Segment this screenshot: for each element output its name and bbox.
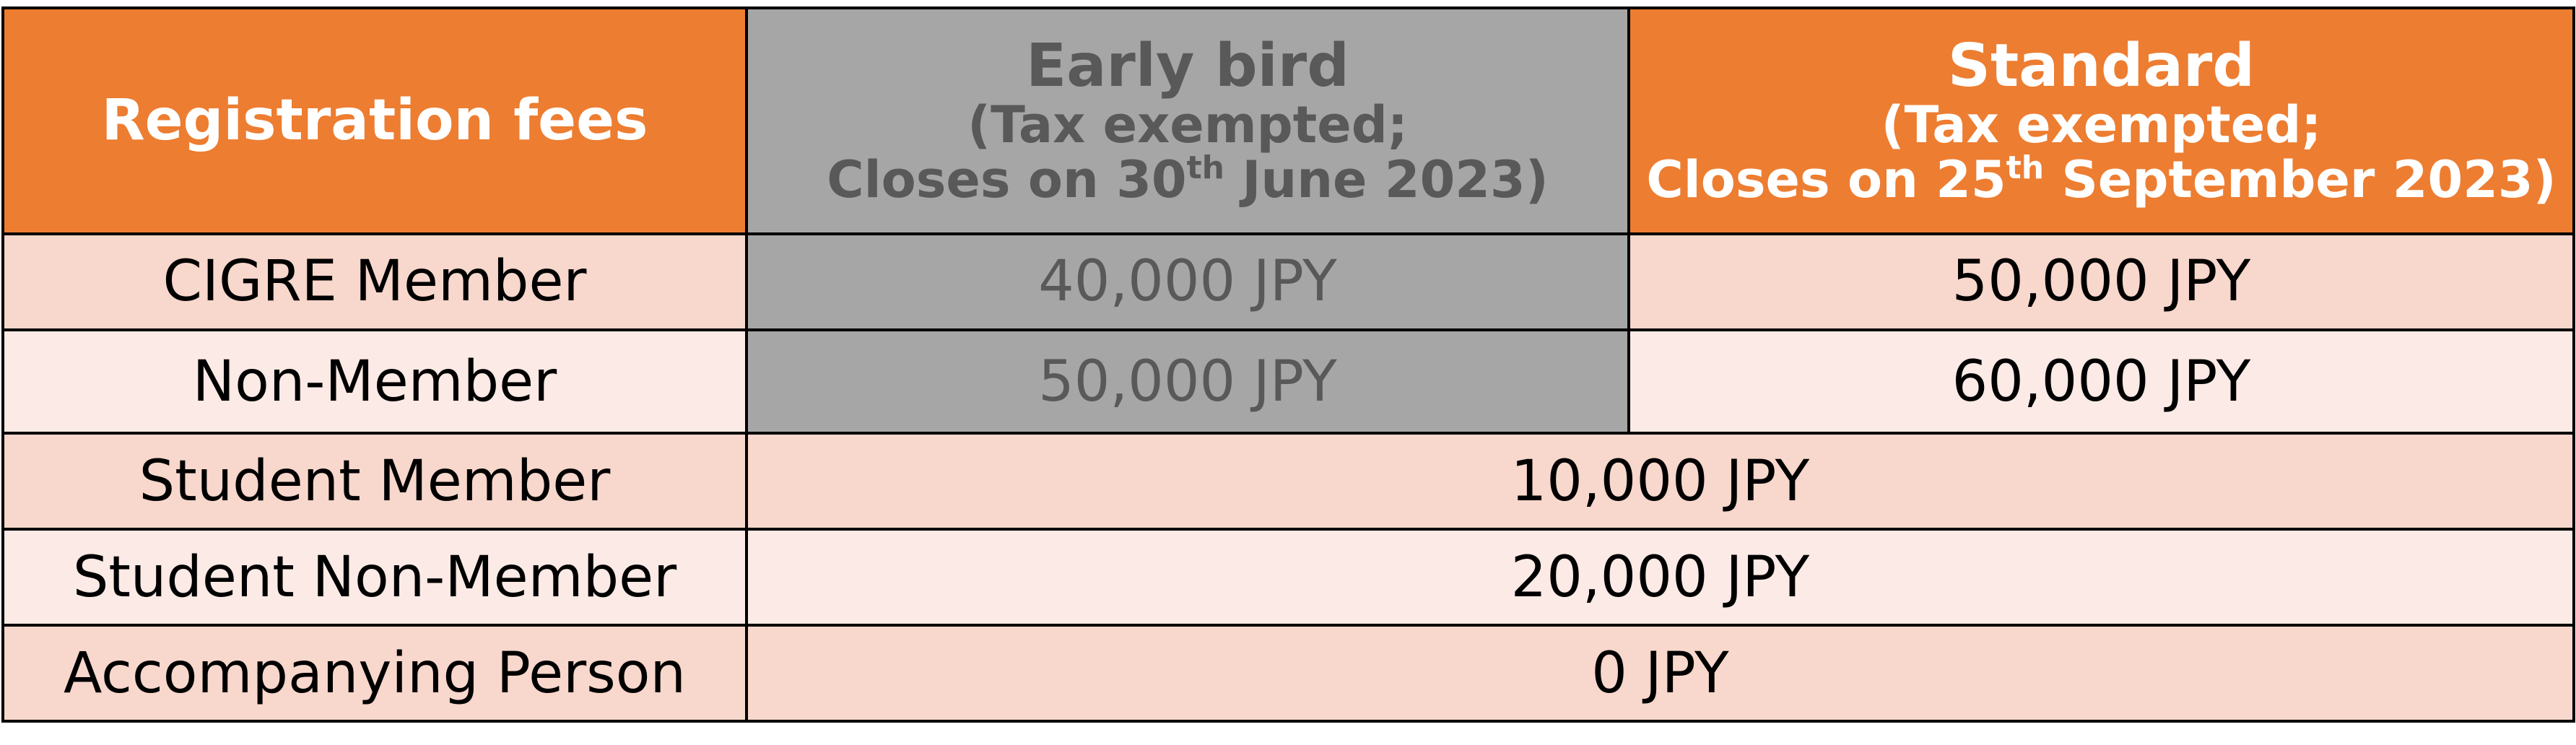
- header-standard: Standard (Tax exempted; Closes on 25th S…: [1627, 6, 2575, 235]
- table-row-cigre-member: CIGRE Member 40,000 JPY 50,000 JPY: [1, 232, 2575, 331]
- table-row-student-non-member: Student Non-Member 20,000 JPY: [1, 528, 2575, 627]
- standard-deadline-month: September 2023): [2044, 149, 2557, 209]
- row-label: Non-Member: [1, 328, 748, 435]
- flat-fee: 20,000 JPY: [745, 528, 2575, 627]
- early-bird-deadline-month: June 2023): [1224, 149, 1549, 209]
- early-bird-fee: 50,000 JPY: [745, 328, 1630, 435]
- row-label: CIGRE Member: [1, 232, 748, 331]
- standard-title: Standard: [1947, 31, 2255, 100]
- standard-deadline-text: Closes on 25: [1646, 149, 2006, 209]
- registration-fees-table: Registration fees Early bird (Tax exempt…: [1, 6, 2575, 723]
- flat-fee: 0 JPY: [745, 624, 2575, 723]
- header-row: Registration fees Early bird (Tax exempt…: [1, 6, 2575, 235]
- early-bird-title: Early bird: [1026, 31, 1349, 100]
- early-bird-tax-note: (Tax exempted;: [967, 95, 1408, 155]
- row-label: Student Non-Member: [1, 528, 748, 627]
- early-bird-deadline-ordinal: th: [1186, 149, 1224, 186]
- early-bird-deadline: Closes on 30th June 2023): [749, 149, 1626, 209]
- standard-deadline: Closes on 25th September 2023): [1632, 149, 2571, 209]
- flat-fee: 10,000 JPY: [745, 432, 2575, 531]
- standard-fee: 50,000 JPY: [1627, 232, 2575, 331]
- standard-tax-note: (Tax exempted;: [1881, 95, 2322, 155]
- row-label: Accompanying Person: [1, 624, 748, 723]
- early-bird-deadline-text: Closes on 30: [827, 149, 1187, 209]
- standard-deadline-ordinal: th: [2006, 149, 2045, 186]
- header-early-bird: Early bird (Tax exempted; Closes on 30th…: [745, 6, 1630, 235]
- table-row-non-member: Non-Member 50,000 JPY 60,000 JPY: [1, 328, 2575, 435]
- table-row-student-member: Student Member 10,000 JPY: [1, 432, 2575, 531]
- table-row-accompanying-person: Accompanying Person 0 JPY: [1, 624, 2575, 723]
- header-registration-fees: Registration fees: [1, 6, 748, 235]
- standard-fee: 60,000 JPY: [1627, 328, 2575, 435]
- row-label: Student Member: [1, 432, 748, 531]
- early-bird-fee: 40,000 JPY: [745, 232, 1630, 331]
